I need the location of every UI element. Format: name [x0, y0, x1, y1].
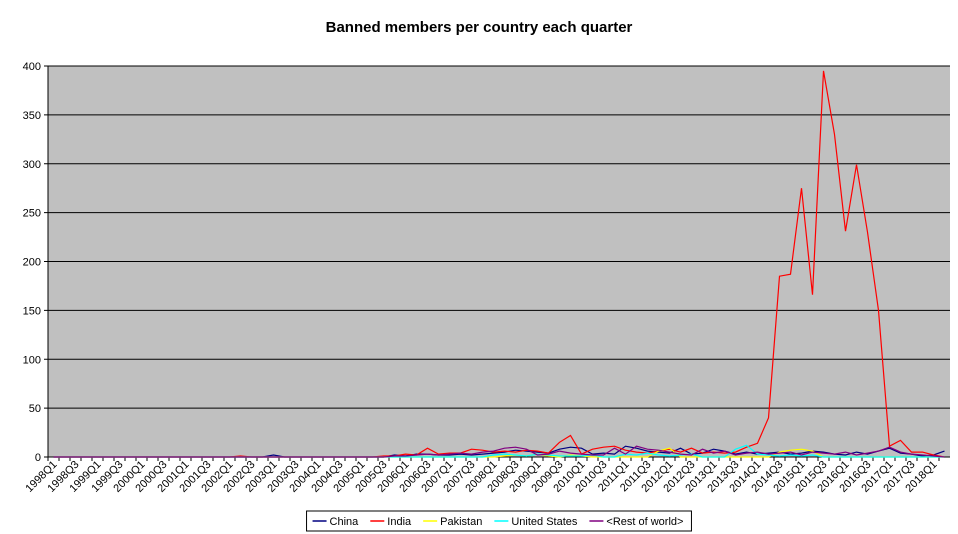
y-tick-label: 100 [23, 354, 41, 366]
y-tick-label: 150 [23, 305, 41, 317]
legend-label: United States [511, 516, 578, 528]
legend: China India Pakistan United States <Rest of … [306, 510, 692, 532]
y-tick-label: 350 [23, 110, 41, 122]
legend-label: <Rest of world> [606, 516, 683, 528]
y-tick-label: 200 [23, 257, 41, 269]
y-tick-label: 0 [35, 452, 41, 464]
y-tick-label: 50 [29, 403, 41, 415]
chart-title: Banned members per country each quarter [326, 19, 633, 36]
legend-label: Pakistan [440, 516, 482, 528]
y-tick-label: 250 [23, 208, 41, 220]
y-tick-label: 300 [23, 159, 41, 171]
y-tick-label: 400 [23, 61, 41, 73]
legend-label: India [387, 516, 412, 528]
series-line [53, 445, 945, 458]
legend-label: China [330, 516, 360, 528]
